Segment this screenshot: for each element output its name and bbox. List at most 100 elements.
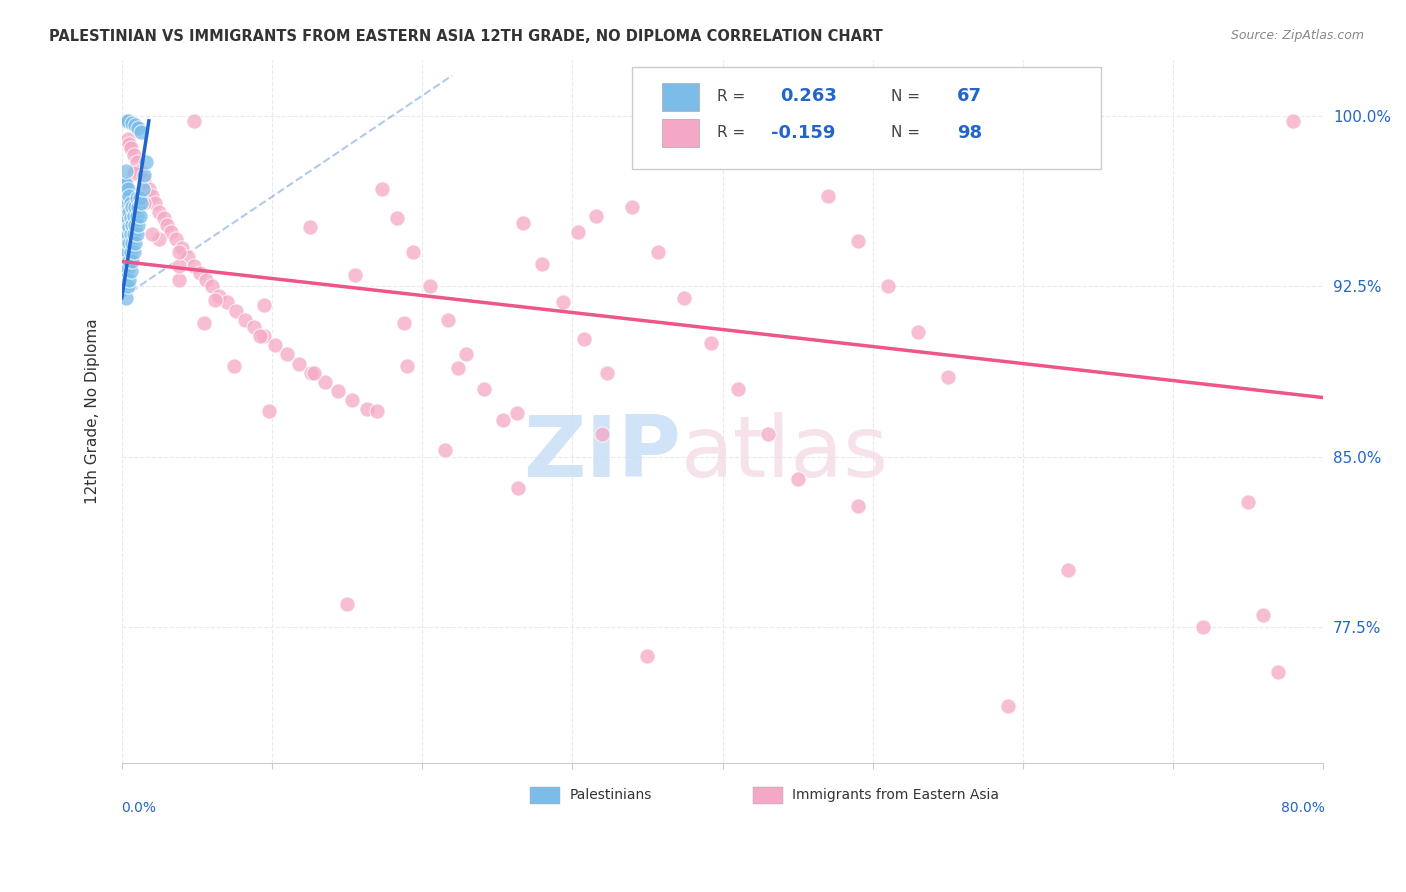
Point [201,279,224,293]
Text: PALESTINIAN VS IMMIGRANTS FROM EASTERN ASIA 12TH GRADE, NO DIPLOMA CORRELATION C: PALESTINIAN VS IMMIGRANTS FROM EASTERN A… [49,29,883,45]
Point [183,113,205,128]
Point [121,200,143,214]
Point [153,211,176,226]
Point [233,313,256,327]
Point [128,209,150,223]
Point [141,188,163,202]
Point [112,268,135,282]
Point [392,316,415,330]
Point [118,254,141,268]
Point [936,370,959,384]
Point [127,200,149,214]
Point [492,413,515,427]
Point [114,204,136,219]
Point [118,136,141,151]
Point [115,250,138,264]
Point [356,401,378,416]
Text: 98: 98 [957,124,981,142]
Point [124,119,146,133]
Point [122,209,145,223]
Point [124,236,146,251]
Point [419,279,441,293]
Point [131,125,153,139]
Point [121,218,143,232]
Point [288,357,311,371]
Point [124,200,146,214]
Point [1237,495,1260,509]
Point [506,407,529,421]
Point [340,392,363,407]
Point [817,188,839,202]
Text: N =: N = [891,88,925,103]
Point [122,227,145,242]
Point [846,500,869,514]
Point [114,257,136,271]
Point [117,182,139,196]
Point [215,295,238,310]
Bar [530,787,561,805]
Point [567,225,589,239]
Point [396,359,419,373]
Point [117,261,139,276]
Text: R =: R = [717,125,749,140]
Point [553,295,575,310]
Point [117,113,139,128]
Bar [662,83,699,111]
Point [125,227,148,242]
Point [907,325,929,339]
Point [1267,665,1289,679]
Bar [752,787,783,805]
Point [224,359,246,373]
Point [127,218,149,232]
Point [121,254,143,268]
Point [115,291,138,305]
Point [249,329,271,343]
Text: Source: ZipAtlas.com: Source: ZipAtlas.com [1230,29,1364,43]
Point [167,272,190,286]
Point [170,241,193,255]
Point [112,223,135,237]
Point [243,320,266,334]
Point [115,163,138,178]
Point [141,227,163,242]
Point [114,279,136,293]
Point [786,472,808,486]
Point [127,120,149,135]
Text: 80.0%: 80.0% [1281,801,1324,815]
Point [115,191,138,205]
Point [253,297,276,311]
Point [1057,563,1080,577]
Point [115,204,138,219]
Point [118,220,141,235]
Point [370,182,392,196]
Point [672,291,695,305]
Point [167,259,190,273]
Point [366,404,388,418]
Point [128,163,150,178]
Point [122,245,145,260]
Point [699,336,721,351]
Point [125,209,148,223]
Point [1251,608,1274,623]
Point [114,113,136,128]
Point [454,347,477,361]
Point [447,361,470,376]
Point [264,338,287,352]
Point [326,384,349,398]
Point [512,216,534,230]
Point [120,227,142,242]
Point [508,481,530,495]
Text: 0.0%: 0.0% [121,801,156,815]
Point [112,178,135,192]
Point [125,191,148,205]
Point [120,245,142,260]
Text: 0.263: 0.263 [780,87,837,105]
Point [124,218,146,232]
Text: atlas: atlas [681,412,889,495]
Point [148,204,170,219]
Point [257,404,280,418]
Point [591,426,613,441]
Point [299,366,322,380]
Point [125,154,148,169]
Point [115,268,138,282]
